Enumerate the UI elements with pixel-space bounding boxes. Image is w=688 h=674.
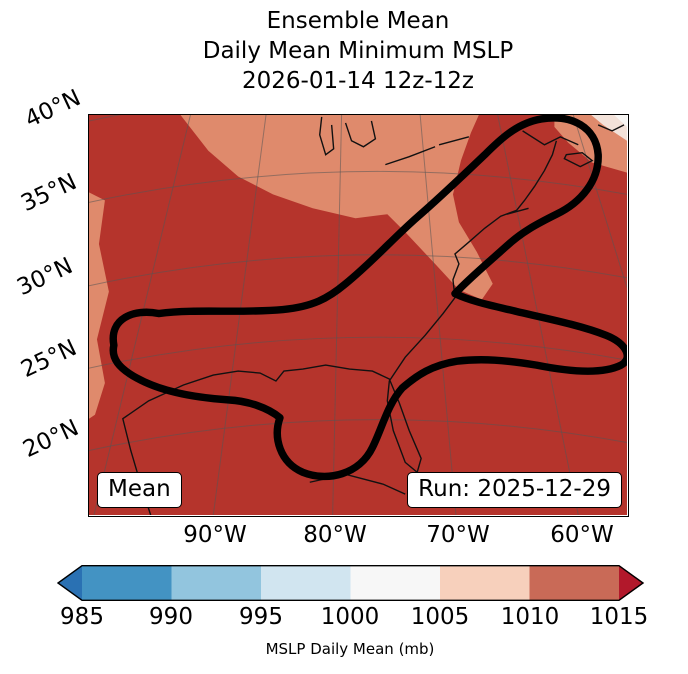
meridian-90w <box>212 115 267 515</box>
run-date-text: Run: 2025-12-29 <box>418 476 611 502</box>
colorbar-outline <box>56 565 645 601</box>
colorbar <box>56 565 645 602</box>
parallel-25n <box>89 336 627 369</box>
lake-huron <box>344 120 377 148</box>
colorbar-seg-1005-1010 <box>440 565 530 601</box>
colorbar-canvas <box>56 565 645 601</box>
parallel-30n <box>89 254 627 287</box>
coastline-newfoundland <box>597 124 625 132</box>
colorbar-seg-985-990 <box>82 565 172 601</box>
cbar-tick-1010: 1010 <box>500 604 560 630</box>
colorbar-seg-995-1000 <box>261 565 351 601</box>
mean-label-box: Mean <box>97 472 182 508</box>
coastlines <box>122 116 625 515</box>
coastline-st-lawrence <box>522 130 579 146</box>
lake-erie <box>385 146 436 166</box>
thick-mslp-contour <box>109 115 627 481</box>
mslp-fill-low-corner <box>591 115 627 141</box>
lat-tick-35n: 35°N <box>17 168 81 218</box>
lake-ontario <box>438 136 470 146</box>
parallel-35n <box>89 170 627 203</box>
colorbar-label: MSLP Daily Mean (mb) <box>265 640 435 658</box>
colorbar-over-arrow <box>619 565 644 601</box>
title-line-1: Ensemble Mean <box>266 8 450 34</box>
lon-tick-90w: 90°W <box>183 522 247 548</box>
run-date-box: Run: 2025-12-29 <box>407 472 622 508</box>
map-axes: Mean Run: 2025-12-29 <box>88 114 629 517</box>
meridian-70w <box>419 115 457 515</box>
cbar-tick-985: 985 <box>60 604 104 630</box>
coastline-long-island <box>506 207 529 215</box>
cbar-tick-995: 995 <box>239 604 283 630</box>
colorbar-seg-1010-1015 <box>529 565 619 601</box>
cbar-tick-990: 990 <box>149 604 193 630</box>
lon-tick-70w: 70°W <box>426 522 490 548</box>
mslp-fill-mid-west-strip <box>89 192 109 419</box>
lake-michigan <box>319 116 335 156</box>
colorbar-under-arrow <box>57 565 82 601</box>
coastline-gulf-atlantic <box>122 140 558 515</box>
mean-label-text: Mean <box>108 476 171 502</box>
lat-tick-25n: 25°N <box>17 334 81 384</box>
lat-tick-20n: 20°N <box>19 414 83 464</box>
cbar-tick-1000: 1000 <box>320 604 380 630</box>
cbar-tick-1015: 1015 <box>589 604 649 630</box>
lat-tick-30n: 30°N <box>13 252 77 302</box>
plot-title: Ensemble Mean Daily Mean Minimum MSLP 20… <box>0 6 688 96</box>
title-line-3: 2026-01-14 12z-12z <box>242 68 474 94</box>
lon-tick-80w: 80°W <box>303 522 367 548</box>
meridian-50w <box>572 115 627 288</box>
colorbar-seg-1000-1005 <box>350 565 440 601</box>
title-line-2: Daily Mean Minimum MSLP <box>202 38 514 64</box>
cbar-tick-1005: 1005 <box>410 604 470 630</box>
map-canvas <box>89 115 627 515</box>
mslp-fill-mid-northeast <box>180 115 493 300</box>
lon-tick-60w: 60°W <box>550 522 614 548</box>
colorbar-seg-990-995 <box>171 565 261 601</box>
meridian-80w <box>332 115 343 515</box>
parallel-20n <box>89 419 627 451</box>
coastline-nova-scotia <box>563 151 594 168</box>
